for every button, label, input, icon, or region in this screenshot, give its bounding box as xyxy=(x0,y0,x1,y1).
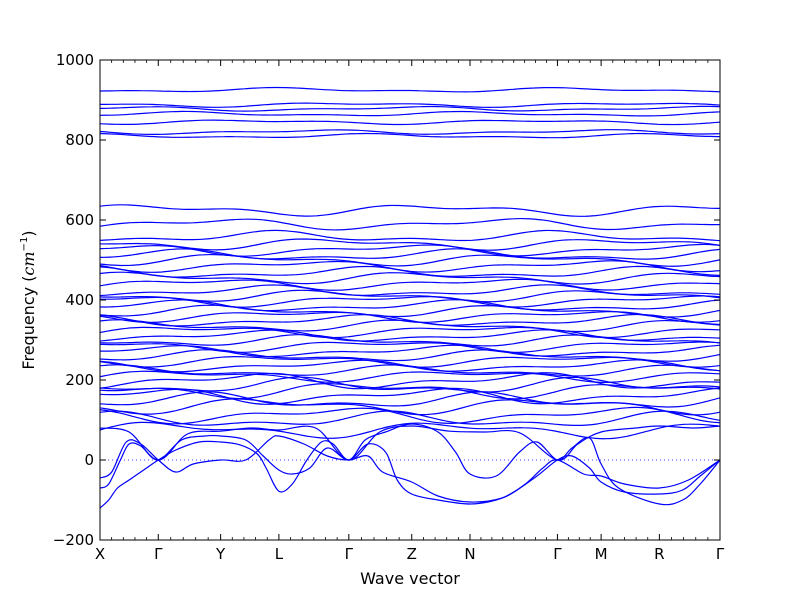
optical-band-16 xyxy=(100,341,720,354)
acoustic-branch-1 xyxy=(100,440,720,509)
optical-band-38 xyxy=(100,204,720,217)
optical-band-27 xyxy=(100,284,720,297)
x-tick-label: X xyxy=(95,545,105,563)
optical-band-7 xyxy=(100,382,720,400)
optical-band-6 xyxy=(100,387,720,405)
y-tick-label: 0 xyxy=(84,451,94,469)
x-tick-label: Γ xyxy=(154,545,163,563)
x-tick-label: N xyxy=(464,545,475,563)
y-tick-label: −200 xyxy=(53,531,94,549)
optical-band-33 xyxy=(100,248,720,260)
y-tick-label: 200 xyxy=(65,371,94,389)
band-lines xyxy=(100,86,720,509)
x-tick-label: Γ xyxy=(345,545,354,563)
optical-band-10 xyxy=(100,370,720,384)
optical-band-31 xyxy=(100,260,720,273)
x-tick-label: Γ xyxy=(716,545,725,563)
acoustic-branch-4 xyxy=(100,425,720,461)
optical-band-8 xyxy=(100,376,720,393)
y-ticks: −200 0 200 400 600 800 1000 xyxy=(53,51,720,549)
x-tick-label: M xyxy=(595,545,608,563)
optical-band-37 xyxy=(100,217,720,231)
optical-band-14 xyxy=(100,349,720,362)
optical-band-3 xyxy=(100,406,720,425)
acoustic-branch-3 xyxy=(100,435,720,503)
optical-band-1 xyxy=(100,421,720,440)
x-axis-label: Wave vector xyxy=(360,569,460,588)
plot-frame xyxy=(99,59,721,541)
optical-band-25 xyxy=(100,295,720,308)
optical-band-35 xyxy=(100,238,720,251)
x-tick-label: R xyxy=(654,545,664,563)
optical-band-21 xyxy=(100,313,720,327)
optical-band-29 xyxy=(100,271,720,285)
y-tick-label: 600 xyxy=(65,211,94,229)
optical-band-43 xyxy=(100,105,720,112)
y-axis-label-text: Frequency ( xyxy=(19,276,38,370)
y-axis-label-exponent: −1 xyxy=(19,237,30,252)
y-axis-label-close: ) xyxy=(19,230,38,236)
optical-band-23 xyxy=(100,304,720,318)
x-tick-label: Y xyxy=(215,545,226,563)
y-tick-label: 800 xyxy=(65,131,94,149)
optical-band-15 xyxy=(100,344,720,358)
optical-band-44 xyxy=(100,102,720,108)
optical-band-28 xyxy=(100,278,720,291)
optical-band-45 xyxy=(100,86,720,93)
optical-band-2 xyxy=(100,410,720,427)
optical-band-9 xyxy=(100,372,720,390)
x-tick-label: Γ xyxy=(553,545,562,563)
optical-band-39 xyxy=(100,132,720,139)
optical-band-41 xyxy=(100,119,720,126)
y-axis-label-unit: cm xyxy=(19,251,38,275)
optical-band-40 xyxy=(100,129,720,136)
optical-band-19 xyxy=(100,326,720,339)
optical-band-34 xyxy=(100,243,720,257)
y-axis-label: Frequency (cm−1) xyxy=(19,230,38,369)
optical-band-18 xyxy=(100,329,720,342)
y-tick-label: 1000 xyxy=(56,51,94,69)
x-tick-label: Z xyxy=(407,545,417,563)
optical-band-36 xyxy=(100,229,720,242)
y-tick-label: 400 xyxy=(65,291,94,309)
optical-band-42 xyxy=(100,110,720,117)
optical-band-32 xyxy=(100,253,720,267)
x-tick-label: L xyxy=(275,545,284,563)
